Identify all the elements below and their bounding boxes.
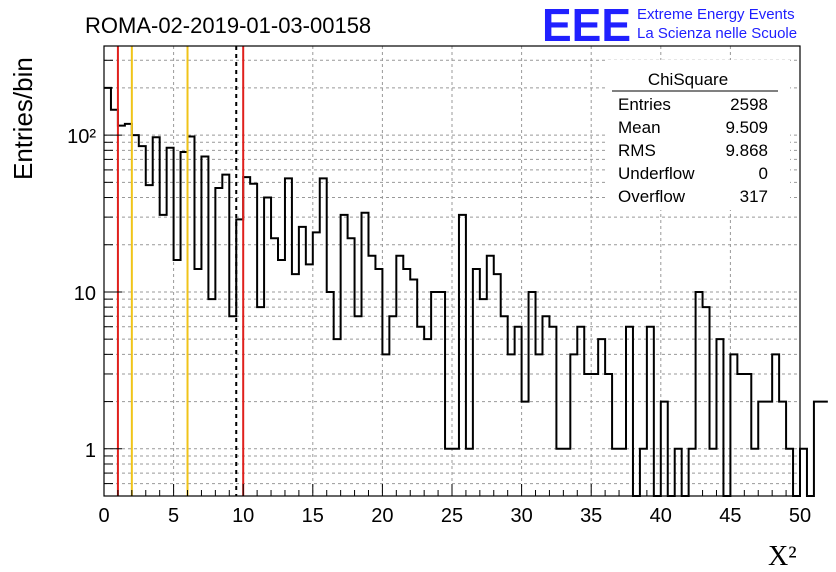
stats-row-label: Mean bbox=[618, 118, 661, 137]
stats-rows: Entries 2598 Mean 9.509 RMS 9.868 Underflow 0 Ov… bbox=[618, 95, 768, 206]
x-tick-label: 0 bbox=[98, 505, 109, 527]
x-tick-label: 45 bbox=[719, 505, 741, 527]
stats-box-background bbox=[606, 60, 790, 210]
stats-row-value: 2598 bbox=[730, 95, 768, 114]
chart-title: ROMA-02-2019-01-03-00158 bbox=[85, 13, 371, 38]
y-axis-label: Entries/bin bbox=[8, 57, 38, 180]
eee-logo-mark: EEE bbox=[542, 0, 631, 51]
x-tick-label: 25 bbox=[441, 505, 463, 527]
stats-row-value: 317 bbox=[740, 187, 768, 206]
histogram-outline bbox=[104, 86, 828, 497]
y-tick-label: 1 bbox=[85, 440, 96, 462]
stats-row-value: 9.509 bbox=[725, 118, 768, 137]
x-tick-label: 20 bbox=[371, 505, 393, 527]
logo-line-1: Extreme Energy Events bbox=[637, 6, 795, 23]
eee-logo: EEE Extreme Energy Events La Scienza nel… bbox=[542, 0, 797, 51]
stats-box-title: ChiSquare bbox=[648, 70, 728, 89]
reference-lines bbox=[116, 46, 245, 496]
x-tick-label: 50 bbox=[789, 505, 811, 527]
axes: 0 5 10 15 20 25 30 35 40 45 50 1 10 10² bbox=[67, 59, 811, 527]
x-tick-label: 15 bbox=[302, 505, 324, 527]
x-tick-label: 10 bbox=[232, 505, 254, 527]
y-tick-label: 10 bbox=[74, 283, 96, 305]
stats-row-label: Overflow bbox=[618, 187, 686, 206]
x-tick-label: 30 bbox=[510, 505, 532, 527]
x-axis-label: X² bbox=[768, 541, 797, 572]
stats-row-label: Entries bbox=[618, 95, 671, 114]
stats-box: ChiSquare Entries 2598 Mean 9.509 RMS 9.868 Un… bbox=[606, 60, 790, 210]
x-tick-label: 40 bbox=[650, 505, 672, 527]
histogram-bins bbox=[104, 86, 828, 497]
logo-line-2: La Scienza nelle Scuole bbox=[637, 25, 797, 42]
x-tick-label: 35 bbox=[580, 505, 602, 527]
stats-row-value: 0 bbox=[759, 164, 768, 183]
stats-row-label: Underflow bbox=[618, 164, 695, 183]
y-tick-label: 10² bbox=[67, 126, 96, 148]
x-tick-label: 5 bbox=[168, 505, 179, 527]
stats-row-label: RMS bbox=[618, 141, 656, 160]
stats-row-value: 9.868 bbox=[725, 141, 768, 160]
